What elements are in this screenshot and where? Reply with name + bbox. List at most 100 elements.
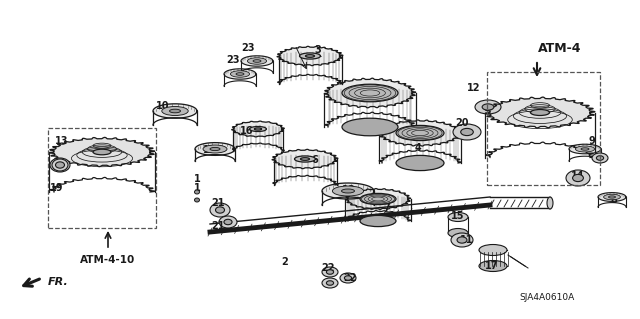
Text: 10: 10	[156, 101, 170, 111]
Text: 13: 13	[55, 136, 68, 146]
Ellipse shape	[596, 156, 604, 160]
Ellipse shape	[531, 109, 550, 115]
Text: 6: 6	[312, 155, 318, 165]
Ellipse shape	[195, 198, 200, 202]
Ellipse shape	[340, 273, 356, 283]
Text: 22: 22	[321, 263, 335, 273]
Ellipse shape	[332, 186, 364, 196]
Ellipse shape	[482, 104, 494, 110]
Ellipse shape	[210, 147, 220, 151]
Ellipse shape	[195, 190, 200, 194]
Text: 9: 9	[589, 136, 595, 146]
Ellipse shape	[253, 60, 261, 62]
Ellipse shape	[322, 278, 338, 288]
Ellipse shape	[457, 237, 467, 243]
Text: 11: 11	[460, 235, 474, 245]
Text: 15: 15	[451, 211, 465, 221]
Polygon shape	[324, 78, 416, 108]
Ellipse shape	[93, 149, 111, 155]
Ellipse shape	[396, 125, 444, 141]
Ellipse shape	[609, 196, 616, 198]
Ellipse shape	[236, 73, 244, 75]
Ellipse shape	[203, 145, 227, 153]
Text: 3: 3	[315, 45, 321, 55]
Text: 23: 23	[241, 43, 255, 53]
Text: 19: 19	[51, 183, 64, 193]
Ellipse shape	[300, 53, 321, 59]
Polygon shape	[346, 189, 411, 210]
Text: 20: 20	[455, 118, 468, 128]
Ellipse shape	[342, 189, 355, 193]
Polygon shape	[598, 193, 626, 201]
Ellipse shape	[396, 155, 444, 171]
Text: 17: 17	[485, 261, 499, 271]
Text: ATM-4: ATM-4	[538, 41, 582, 55]
Polygon shape	[569, 144, 601, 154]
Polygon shape	[272, 149, 338, 169]
Ellipse shape	[162, 107, 188, 115]
Ellipse shape	[322, 267, 338, 277]
Ellipse shape	[301, 158, 310, 160]
Polygon shape	[485, 97, 595, 128]
Text: 23: 23	[227, 55, 240, 65]
Ellipse shape	[479, 261, 507, 271]
Text: 1: 1	[194, 183, 200, 193]
Ellipse shape	[255, 128, 262, 130]
Text: 16: 16	[240, 126, 253, 136]
Text: 1: 1	[194, 174, 200, 184]
Ellipse shape	[566, 170, 590, 186]
Polygon shape	[277, 46, 343, 66]
Ellipse shape	[230, 71, 250, 77]
Ellipse shape	[448, 212, 468, 221]
Ellipse shape	[479, 244, 507, 256]
Ellipse shape	[216, 207, 225, 213]
Polygon shape	[195, 143, 235, 155]
Ellipse shape	[305, 55, 314, 57]
Text: 12: 12	[467, 83, 481, 93]
Ellipse shape	[294, 156, 316, 162]
Ellipse shape	[573, 174, 584, 182]
Ellipse shape	[461, 129, 474, 136]
Ellipse shape	[575, 146, 595, 152]
Ellipse shape	[342, 84, 398, 102]
Ellipse shape	[448, 228, 468, 238]
Ellipse shape	[250, 126, 266, 131]
Polygon shape	[379, 120, 461, 146]
Polygon shape	[224, 69, 256, 79]
Text: 8: 8	[611, 195, 618, 205]
Ellipse shape	[604, 194, 620, 200]
Ellipse shape	[342, 118, 398, 136]
Text: 4: 4	[415, 143, 421, 153]
Ellipse shape	[50, 158, 70, 172]
Ellipse shape	[56, 162, 65, 168]
Polygon shape	[49, 137, 155, 167]
Text: 5: 5	[379, 91, 385, 101]
Ellipse shape	[592, 153, 608, 163]
Ellipse shape	[360, 193, 396, 204]
Text: SJA4A0610A: SJA4A0610A	[520, 293, 575, 302]
Polygon shape	[241, 56, 273, 66]
Ellipse shape	[581, 148, 589, 150]
Text: 7: 7	[383, 203, 390, 213]
Text: 18: 18	[203, 145, 217, 155]
Ellipse shape	[170, 109, 180, 113]
Ellipse shape	[547, 197, 553, 209]
Ellipse shape	[475, 100, 501, 114]
Ellipse shape	[326, 281, 333, 285]
Text: 21: 21	[211, 221, 225, 231]
Ellipse shape	[219, 216, 237, 228]
Text: 2: 2	[282, 257, 289, 267]
Ellipse shape	[344, 276, 351, 280]
Ellipse shape	[326, 270, 333, 274]
Ellipse shape	[453, 124, 481, 140]
Text: ATM-4-10: ATM-4-10	[81, 255, 136, 265]
Text: 21: 21	[211, 198, 225, 208]
Ellipse shape	[224, 219, 232, 225]
Ellipse shape	[360, 215, 396, 226]
Text: 18: 18	[342, 185, 356, 195]
Ellipse shape	[248, 58, 267, 64]
Text: 22: 22	[343, 273, 356, 283]
Polygon shape	[322, 183, 374, 199]
Ellipse shape	[210, 203, 230, 217]
Ellipse shape	[451, 233, 473, 247]
